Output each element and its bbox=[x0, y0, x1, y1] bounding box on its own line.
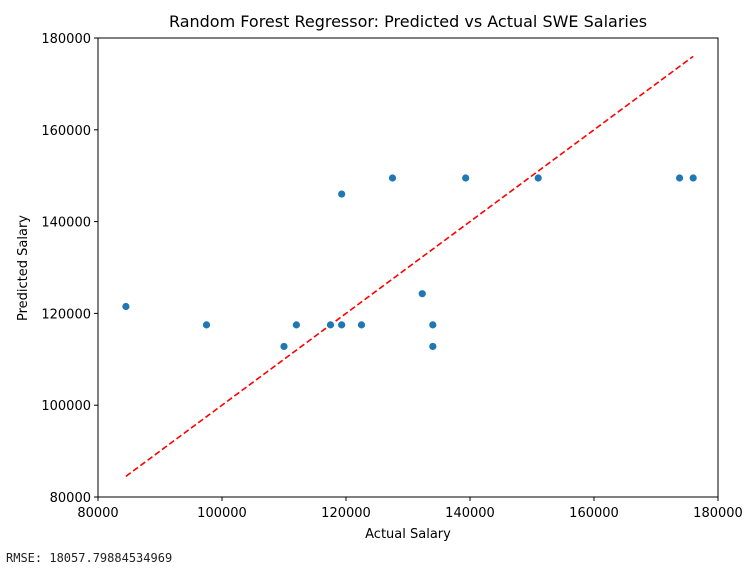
scatter-point bbox=[326, 321, 335, 329]
x-tick-label: 100000 bbox=[197, 506, 247, 521]
y-tick-label: 120000 bbox=[41, 307, 91, 322]
x-tick-label: 160000 bbox=[569, 506, 619, 521]
scatter-point bbox=[357, 321, 366, 329]
x-tick-label: 180000 bbox=[693, 506, 743, 521]
y-tick-label: 100000 bbox=[41, 399, 91, 414]
scatter-point bbox=[462, 174, 470, 182]
scatter-point bbox=[292, 321, 300, 329]
scatter-point bbox=[689, 174, 697, 182]
y-axis-label: Predicted Salary bbox=[16, 215, 31, 321]
x-axis: 80000 100000 120000 140000 160000 180000 bbox=[77, 497, 743, 521]
rmse-label: RMSE: bbox=[6, 551, 43, 565]
scatter-point bbox=[338, 190, 346, 198]
scatter-point bbox=[675, 174, 684, 182]
scatter-point bbox=[122, 302, 130, 311]
identity-line-layer bbox=[125, 55, 694, 477]
scatter-point bbox=[338, 321, 346, 329]
scatter-point bbox=[418, 290, 426, 298]
identity-line bbox=[125, 55, 694, 477]
y-tick-label: 180000 bbox=[41, 32, 91, 47]
scatter-point bbox=[202, 321, 211, 329]
x-tick-label: 140000 bbox=[445, 506, 495, 521]
scatter-point bbox=[534, 174, 542, 182]
scatter-point bbox=[388, 174, 397, 182]
chart-title: Random Forest Regressor: Predicted vs Ac… bbox=[169, 12, 647, 31]
rmse-value: 18057.79884534969 bbox=[49, 551, 173, 565]
y-tick-label: 80000 bbox=[50, 491, 91, 506]
x-tick-label: 80000 bbox=[77, 506, 118, 521]
x-tick-label: 120000 bbox=[321, 506, 371, 521]
scatter-points-layer bbox=[122, 174, 697, 351]
rmse-readout: RMSE: 18057.79884534969 bbox=[6, 551, 172, 565]
scatter-point bbox=[429, 342, 437, 351]
x-axis-label: Actual Salary bbox=[365, 527, 451, 542]
scatter-point bbox=[280, 342, 288, 351]
y-axis: 80000 100000 120000 140000 160000 180000 bbox=[41, 32, 98, 506]
y-tick-label: 140000 bbox=[41, 216, 91, 231]
scatter-chart: Random Forest Regressor: Predicted vs Ac… bbox=[16, 12, 743, 542]
scatter-point bbox=[429, 321, 437, 329]
y-tick-label: 160000 bbox=[41, 124, 91, 139]
